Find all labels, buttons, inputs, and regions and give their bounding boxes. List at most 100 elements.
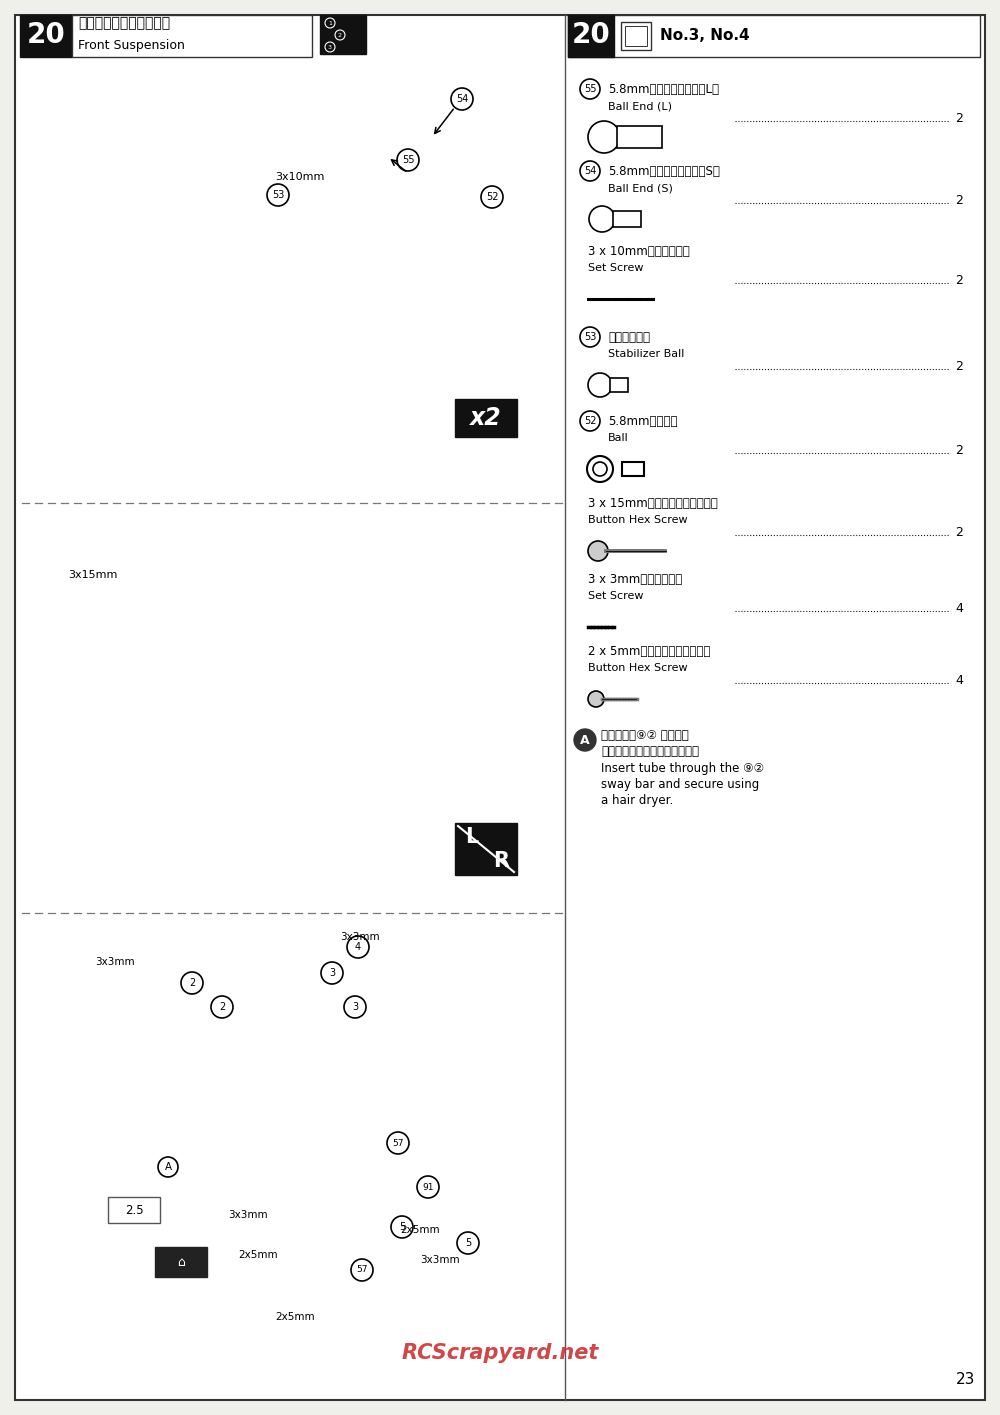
Text: sway bar and secure using: sway bar and secure using bbox=[601, 778, 759, 791]
Circle shape bbox=[181, 972, 203, 993]
Circle shape bbox=[211, 996, 233, 1017]
Text: 20: 20 bbox=[572, 21, 610, 50]
Circle shape bbox=[580, 410, 600, 432]
Circle shape bbox=[344, 996, 366, 1017]
Text: Ball End (S): Ball End (S) bbox=[608, 183, 673, 192]
Circle shape bbox=[391, 1215, 413, 1238]
Text: Insert tube through the ⑨②: Insert tube through the ⑨② bbox=[601, 763, 764, 775]
Text: 4: 4 bbox=[355, 942, 361, 952]
Text: 1: 1 bbox=[328, 20, 332, 25]
Text: Set Screw: Set Screw bbox=[588, 591, 644, 601]
Text: Ball: Ball bbox=[608, 433, 629, 443]
Text: 2x5mm: 2x5mm bbox=[275, 1312, 315, 1322]
Text: 3x3mm: 3x3mm bbox=[340, 932, 380, 942]
Circle shape bbox=[580, 161, 600, 181]
Text: 3x3mm: 3x3mm bbox=[228, 1210, 268, 1220]
Text: 57: 57 bbox=[356, 1265, 368, 1275]
Circle shape bbox=[158, 1157, 178, 1177]
Bar bbox=[621, 23, 651, 50]
Text: 53: 53 bbox=[584, 333, 596, 342]
Text: 20: 20 bbox=[27, 21, 65, 50]
Text: A: A bbox=[580, 733, 590, 747]
Text: 53: 53 bbox=[272, 190, 284, 200]
Text: 52: 52 bbox=[486, 192, 498, 202]
Bar bbox=[455, 399, 517, 437]
Bar bbox=[108, 1197, 160, 1223]
Bar bbox=[613, 211, 641, 226]
Bar bbox=[320, 16, 366, 54]
Bar bbox=[568, 16, 980, 57]
Circle shape bbox=[387, 1132, 409, 1155]
Circle shape bbox=[397, 149, 419, 171]
Circle shape bbox=[267, 184, 289, 207]
Text: a hair dryer.: a hair dryer. bbox=[601, 794, 673, 807]
Text: 5: 5 bbox=[399, 1223, 405, 1232]
Text: チューブを⑨② に通し、: チューブを⑨② に通し、 bbox=[601, 729, 689, 741]
Text: ⌂: ⌂ bbox=[177, 1255, 185, 1268]
Text: Button Hex Screw: Button Hex Screw bbox=[588, 515, 688, 525]
Text: 2x5mm: 2x5mm bbox=[238, 1249, 278, 1259]
Bar bbox=[20, 16, 72, 57]
Circle shape bbox=[593, 463, 607, 475]
Text: スタビボール: スタビボール bbox=[608, 331, 650, 344]
Circle shape bbox=[417, 1176, 439, 1199]
Text: 57: 57 bbox=[392, 1139, 404, 1148]
Text: 2: 2 bbox=[955, 273, 963, 286]
Bar bbox=[155, 1247, 207, 1276]
Bar bbox=[617, 126, 662, 149]
Text: Set Screw: Set Screw bbox=[588, 263, 644, 273]
Circle shape bbox=[588, 691, 604, 708]
Text: 2x5mm: 2x5mm bbox=[400, 1225, 440, 1235]
Text: 4: 4 bbox=[955, 674, 963, 686]
Text: 3 x 10mm　セットビス: 3 x 10mm セットビス bbox=[588, 245, 690, 258]
Text: 5.8mm　ボールエンド（S）: 5.8mm ボールエンド（S） bbox=[608, 166, 720, 178]
Circle shape bbox=[580, 79, 600, 99]
Circle shape bbox=[587, 456, 613, 483]
Text: 2: 2 bbox=[955, 359, 963, 372]
Text: 2: 2 bbox=[955, 112, 963, 125]
Text: 54: 54 bbox=[456, 93, 468, 103]
Text: 3 x 3mm　セットビス: 3 x 3mm セットビス bbox=[588, 573, 682, 586]
Text: フロントサスペンション: フロントサスペンション bbox=[78, 16, 170, 30]
Circle shape bbox=[580, 327, 600, 347]
Bar bbox=[455, 824, 517, 874]
Bar bbox=[625, 25, 647, 47]
Text: 2: 2 bbox=[189, 978, 195, 988]
Circle shape bbox=[588, 122, 620, 153]
Text: 2: 2 bbox=[955, 525, 963, 539]
Circle shape bbox=[574, 729, 596, 751]
Circle shape bbox=[588, 374, 612, 398]
Circle shape bbox=[588, 541, 608, 560]
Text: 2: 2 bbox=[219, 1002, 225, 1012]
Text: ドライヤーで暖めて固定する。: ドライヤーで暖めて固定する。 bbox=[601, 746, 699, 758]
Circle shape bbox=[451, 88, 473, 110]
Text: 3: 3 bbox=[352, 1002, 358, 1012]
Text: 2: 2 bbox=[955, 194, 963, 207]
Text: 55: 55 bbox=[584, 83, 596, 93]
Text: 2 x 5mm　ボタンヘックスビス: 2 x 5mm ボタンヘックスビス bbox=[588, 645, 710, 658]
Text: x2: x2 bbox=[470, 406, 502, 430]
Circle shape bbox=[321, 962, 343, 983]
Text: 4: 4 bbox=[955, 601, 963, 614]
Circle shape bbox=[457, 1232, 479, 1254]
Text: 3x10mm: 3x10mm bbox=[275, 173, 325, 183]
Text: 5.8mm　ボールエンド（L）: 5.8mm ボールエンド（L） bbox=[608, 83, 719, 96]
Circle shape bbox=[351, 1259, 373, 1281]
Text: Button Hex Screw: Button Hex Screw bbox=[588, 664, 688, 674]
Text: 52: 52 bbox=[584, 416, 596, 426]
Text: A: A bbox=[164, 1162, 172, 1172]
Text: 3x3mm: 3x3mm bbox=[95, 957, 135, 966]
Text: L: L bbox=[465, 826, 479, 848]
Text: RCScrapyard.net: RCScrapyard.net bbox=[401, 1343, 599, 1363]
Text: 5.8mm　ボール: 5.8mm ボール bbox=[608, 415, 678, 427]
Bar bbox=[72, 16, 312, 57]
Text: No.3, No.4: No.3, No.4 bbox=[660, 27, 750, 42]
Text: Front Suspension: Front Suspension bbox=[78, 38, 185, 51]
Bar bbox=[568, 16, 614, 57]
Text: 23: 23 bbox=[956, 1373, 975, 1387]
Text: 91: 91 bbox=[422, 1183, 434, 1191]
Circle shape bbox=[481, 185, 503, 208]
Bar bbox=[610, 378, 628, 392]
Text: 2: 2 bbox=[338, 33, 342, 38]
Text: 3x15mm: 3x15mm bbox=[68, 570, 117, 580]
